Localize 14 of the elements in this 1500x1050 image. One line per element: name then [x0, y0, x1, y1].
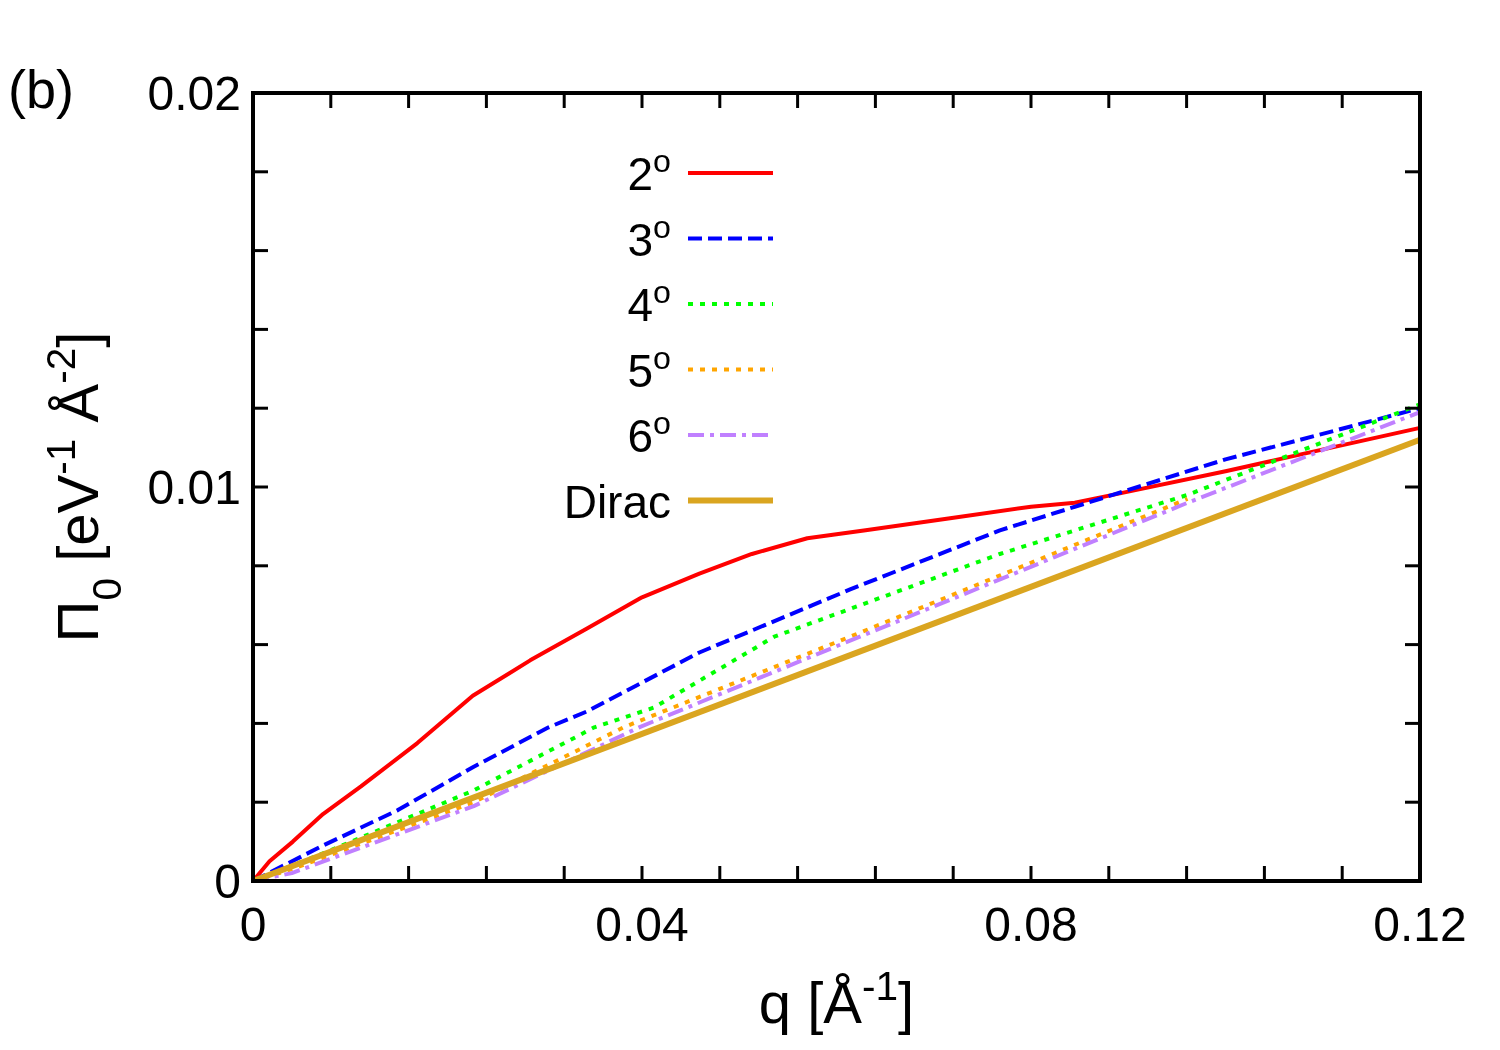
chart-title: (b) [8, 59, 74, 119]
legend-label: 2$^{o}$ [627, 143, 671, 200]
legend-label: 6$^{o}$ [627, 405, 671, 462]
legend-label: 4$^{o}$ [627, 274, 671, 331]
legend-label: 5$^{o}$ [627, 339, 671, 397]
legend-label: Dirac [563, 475, 671, 528]
x-axis-title: q [Å$^{-1}$] [758, 963, 915, 1035]
legend-label: 3$^{o}$ [627, 208, 671, 266]
x-tick-label: 0.08 [984, 898, 1078, 951]
y-tick-label: 0 [214, 855, 241, 908]
y-tick-label: 0.02 [147, 67, 241, 120]
x-tick-label: 0.12 [1373, 898, 1467, 951]
y-tick-label: 0.01 [147, 461, 241, 514]
x-tick-label: 0.04 [595, 898, 689, 951]
